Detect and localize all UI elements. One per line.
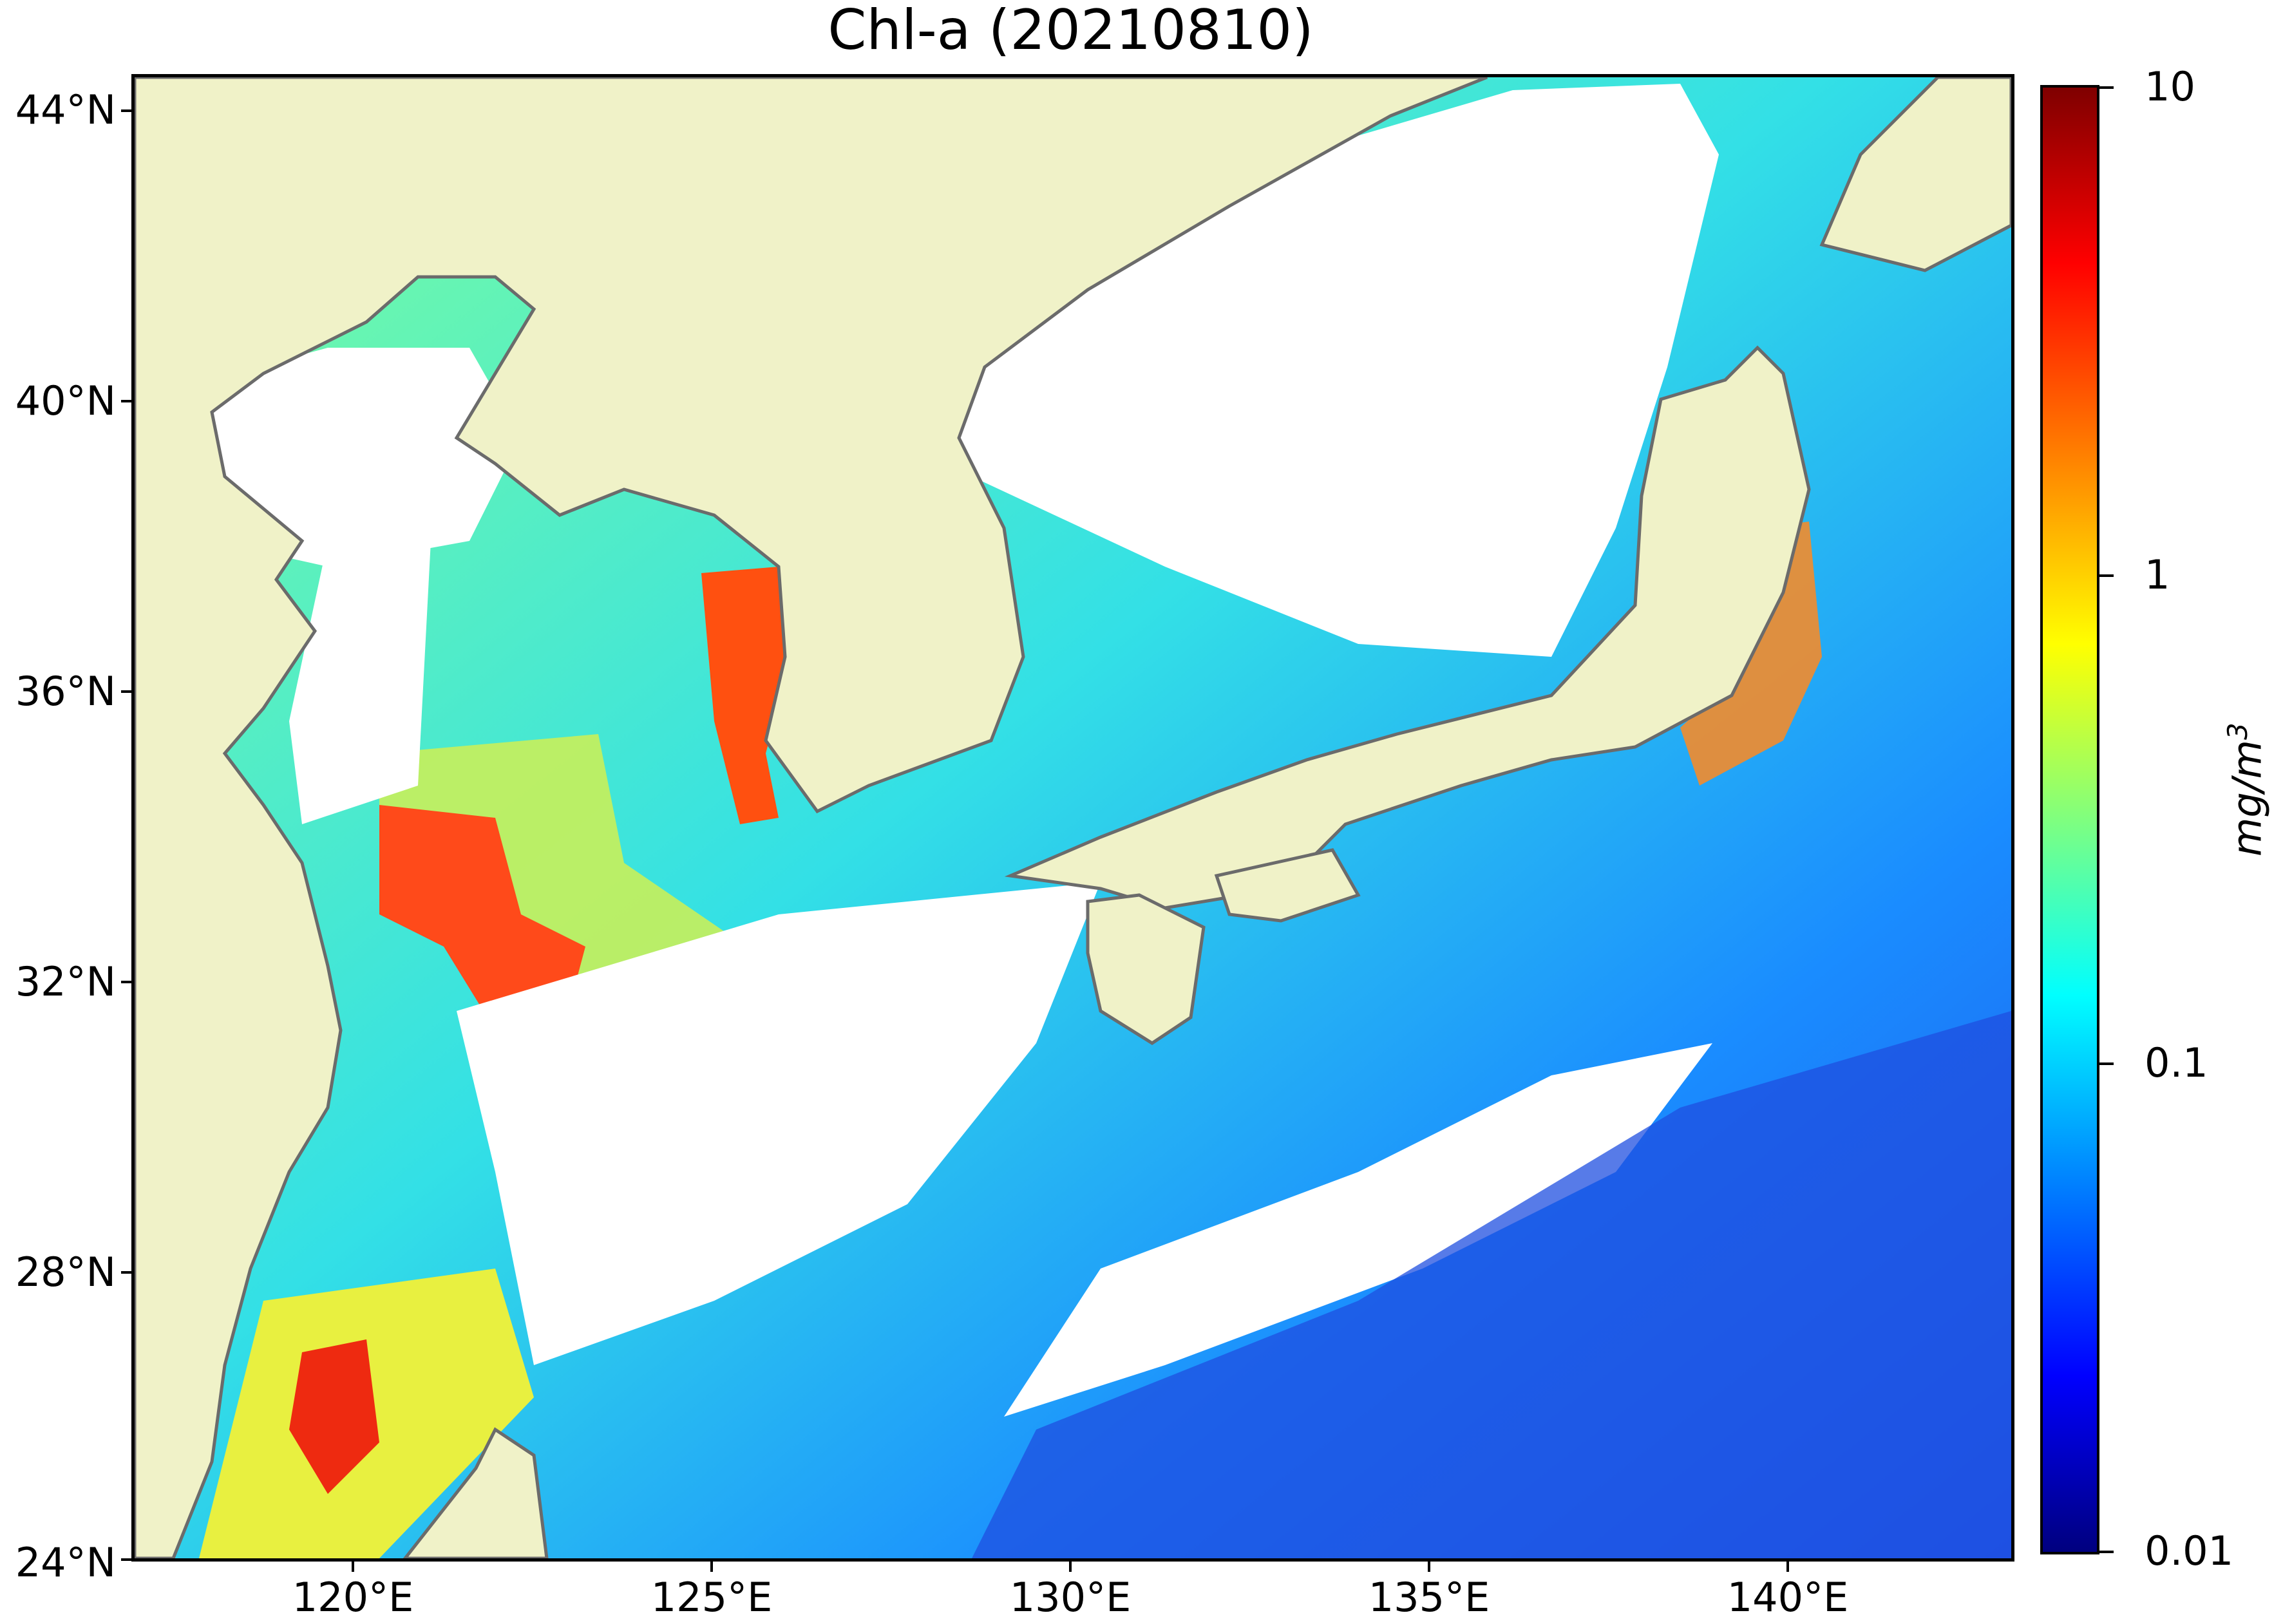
chlorophyll-map <box>135 77 2011 1558</box>
colorbar-tick <box>2099 1551 2114 1553</box>
colorbar-label-10: 10 <box>2145 63 2195 110</box>
map-area <box>131 74 2014 1562</box>
colorbar-label-1: 1 <box>2145 551 2170 598</box>
lat-label-36n: 36°N <box>15 668 116 715</box>
korea-west-coast-bloom <box>701 567 791 824</box>
colorbar-unit: mg/m3 <box>2222 722 2271 856</box>
lat-label-24n: 24°N <box>15 1539 116 1586</box>
lon-label-125e: 125°E <box>650 1574 773 1621</box>
lat-tick <box>121 981 131 983</box>
lon-label-140e: 140°E <box>1727 1574 1849 1621</box>
colorbar-tick <box>2099 86 2114 89</box>
land-taiwan <box>403 1427 549 1558</box>
lon-label-135e: 135°E <box>1368 1574 1490 1621</box>
lon-label-120e: 120°E <box>292 1574 414 1621</box>
lat-label-44n: 44°N <box>15 86 116 133</box>
colorbar-tick <box>2099 574 2114 577</box>
lat-tick <box>121 400 131 402</box>
lon-tick <box>1069 1562 1072 1572</box>
colorbar-tick <box>2099 1062 2114 1065</box>
cloud-pacific <box>1004 1043 1712 1417</box>
colorbar <box>2040 85 2099 1554</box>
lon-tick <box>1786 1562 1789 1572</box>
cloud-bohai <box>186 348 521 567</box>
lat-label-40n: 40°N <box>15 377 116 424</box>
lat-tick <box>121 109 131 112</box>
land-shikoku <box>1214 848 1361 923</box>
lon-tick <box>1428 1562 1430 1572</box>
oligotrophic-pacific <box>972 1011 2011 1558</box>
lat-label-32n: 32°N <box>15 958 116 1005</box>
lon-label-130e: 130°E <box>1009 1574 1132 1621</box>
lon-tick <box>352 1562 354 1572</box>
land-kyushu <box>1086 893 1206 1045</box>
fujian-coast-bloom <box>289 1339 379 1494</box>
lat-label-28n: 28°N <box>15 1249 116 1296</box>
yangtze-estuary-bloom <box>379 805 585 1043</box>
colorbar-unit-exponent: 3 <box>2222 722 2253 740</box>
colorbar-label-0-1: 0.1 <box>2145 1039 2208 1086</box>
chart-title: Chl-a (20210810) <box>828 0 1314 62</box>
lat-tick <box>121 1558 131 1561</box>
land-asia <box>135 77 1488 1558</box>
lat-tick <box>121 690 131 693</box>
cloud-east-china-sea <box>457 882 1101 1365</box>
land-hokkaido <box>1819 77 2011 272</box>
lon-tick <box>710 1562 713 1572</box>
cloud-yellow-sea <box>289 541 431 824</box>
lat-tick <box>121 1271 131 1274</box>
colorbar-unit-main: mg/m <box>2223 739 2271 856</box>
colorbar-label-0-01: 0.01 <box>2145 1527 2234 1574</box>
